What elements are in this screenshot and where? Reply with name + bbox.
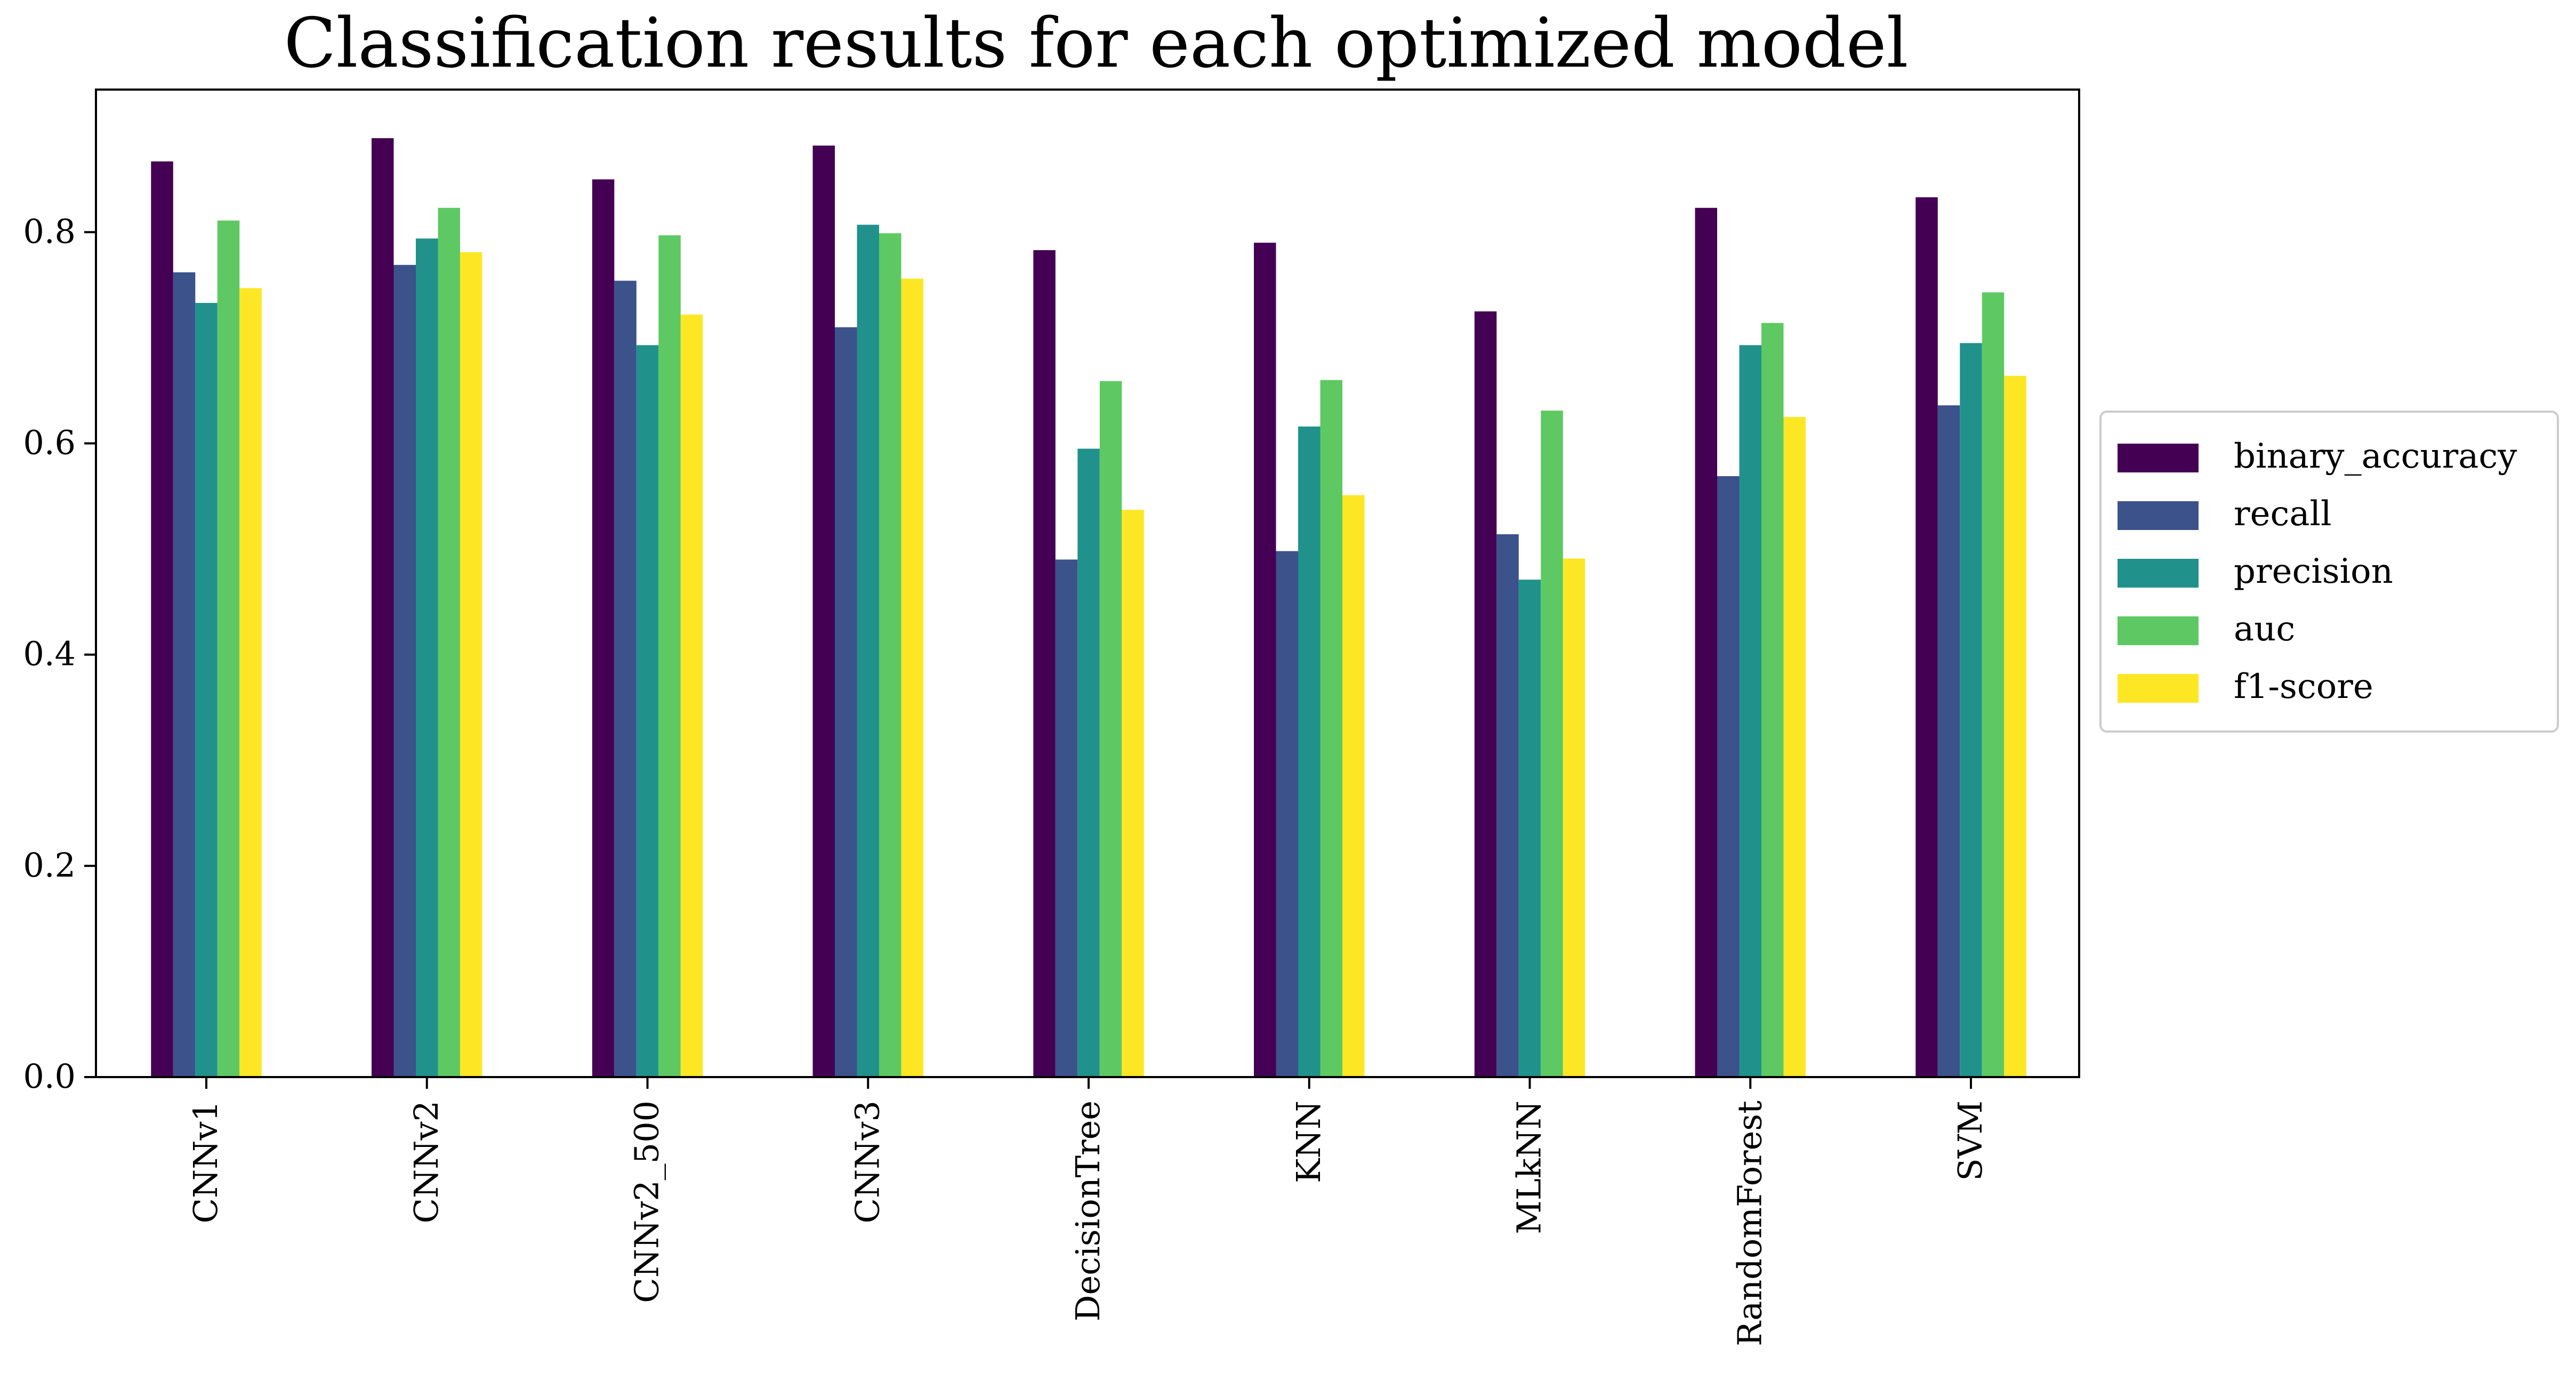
bar-binary-accuracy-cnnv2 bbox=[372, 138, 394, 1078]
y-tick-label: 0.2 bbox=[23, 846, 76, 885]
bar-f1-score-svm bbox=[2004, 375, 2026, 1077]
x-tick-label: DecisionTree bbox=[1068, 1101, 1107, 1321]
x-tick-label: SVM bbox=[1951, 1101, 1990, 1181]
bar-binary-accuracy-randomforest bbox=[1695, 207, 1717, 1077]
legend-label: auc bbox=[2234, 609, 2295, 649]
bar-auc-cnnv2 bbox=[438, 207, 460, 1077]
bar-precision-decisiontree bbox=[1077, 448, 1100, 1077]
legend-box bbox=[2099, 411, 2559, 733]
bar-auc-cnnv3 bbox=[879, 233, 901, 1077]
legend-label: binary_accuracy bbox=[2234, 437, 2517, 476]
bar-precision-cnnv2 bbox=[416, 238, 438, 1077]
bar-recall-cnnv2-500 bbox=[614, 280, 637, 1077]
legend-swatch bbox=[2118, 501, 2199, 530]
bar-auc-mlknn bbox=[1541, 411, 1563, 1077]
bar-recall-cnnv2 bbox=[393, 264, 416, 1077]
bar-auc-cnnv1 bbox=[217, 220, 240, 1078]
bar-f1-score-decisiontree bbox=[1122, 510, 1144, 1077]
bar-binary-accuracy-svm bbox=[1915, 197, 1938, 1077]
x-tick-label: CNNv1 bbox=[186, 1101, 225, 1223]
y-axis: 0.0 0.2 0.4 0.6 0.8 bbox=[23, 212, 96, 1096]
bar-auc-knn bbox=[1320, 380, 1342, 1078]
legend-swatch bbox=[2118, 616, 2199, 645]
bar-recall-mlknn bbox=[1496, 534, 1519, 1077]
y-tick-label: 0.6 bbox=[23, 423, 76, 462]
bar-binary-accuracy-mlknn bbox=[1474, 311, 1497, 1077]
x-tick-label: KNN bbox=[1289, 1101, 1328, 1183]
x-tick-label: MLkNN bbox=[1510, 1101, 1549, 1234]
x-tick-label: CNNv2 bbox=[407, 1101, 446, 1223]
bar-precision-svm bbox=[1960, 343, 1982, 1077]
bar-auc-decisiontree bbox=[1099, 381, 1122, 1078]
bar-auc-cnnv2-500 bbox=[658, 235, 681, 1077]
y-tick-label: 0.0 bbox=[23, 1057, 76, 1096]
bar-f1-score-randomforest bbox=[1783, 417, 1806, 1077]
bars-layer bbox=[151, 138, 2026, 1078]
bar-precision-cnnv2-500 bbox=[636, 345, 659, 1077]
y-tick-label: 0.8 bbox=[23, 212, 76, 251]
bar-binary-accuracy-cnnv2-500 bbox=[592, 179, 615, 1077]
x-axis: CNNv1 CNNv2 CNNv2_500 CNNv3 DecisionTree KNN M… bbox=[186, 1077, 1990, 1346]
bar-f1-score-cnnv2 bbox=[460, 252, 482, 1077]
x-tick-label: RandomForest bbox=[1730, 1101, 1769, 1346]
bar-recall-decisiontree bbox=[1055, 559, 1078, 1077]
bar-precision-cnnv3 bbox=[857, 224, 879, 1077]
x-tick-label: CNNv2_500 bbox=[627, 1101, 666, 1303]
bar-f1-score-cnnv3 bbox=[901, 278, 923, 1077]
bar-binary-accuracy-cnnv3 bbox=[812, 146, 835, 1077]
bar-recall-cnnv3 bbox=[835, 327, 857, 1078]
bar-precision-cnnv1 bbox=[195, 303, 218, 1077]
bar-f1-score-mlknn bbox=[1563, 558, 1585, 1077]
legend-label: precision bbox=[2234, 552, 2393, 591]
legend-swatch bbox=[2118, 674, 2199, 703]
bar-precision-mlknn bbox=[1518, 580, 1541, 1077]
bar-recall-svm bbox=[1937, 405, 1960, 1078]
chart-title: Classification results for each optimize… bbox=[284, 4, 1909, 83]
bar-precision-knn bbox=[1298, 426, 1321, 1077]
y-tick-label: 0.4 bbox=[23, 635, 76, 673]
bar-binary-accuracy-decisiontree bbox=[1033, 250, 1056, 1078]
bar-recall-knn bbox=[1276, 551, 1298, 1077]
bar-binary-accuracy-knn bbox=[1254, 243, 1276, 1078]
legend-label: f1-score bbox=[2234, 667, 2373, 706]
legend-label: recall bbox=[2234, 494, 2331, 534]
bar-auc-randomforest bbox=[1761, 323, 1784, 1078]
legend-swatch bbox=[2118, 444, 2199, 472]
legend-swatch bbox=[2118, 559, 2199, 588]
bar-f1-score-cnnv2-500 bbox=[680, 314, 703, 1077]
bar-auc-svm bbox=[1982, 292, 2005, 1077]
bar-f1-score-cnnv1 bbox=[239, 288, 262, 1077]
bar-binary-accuracy-cnnv1 bbox=[151, 161, 173, 1078]
bar-recall-randomforest bbox=[1717, 476, 1740, 1077]
bar-recall-cnnv1 bbox=[173, 272, 196, 1078]
bar-precision-randomforest bbox=[1739, 345, 1761, 1077]
bar-f1-score-knn bbox=[1342, 495, 1365, 1077]
x-tick-label: CNNv3 bbox=[848, 1101, 887, 1223]
